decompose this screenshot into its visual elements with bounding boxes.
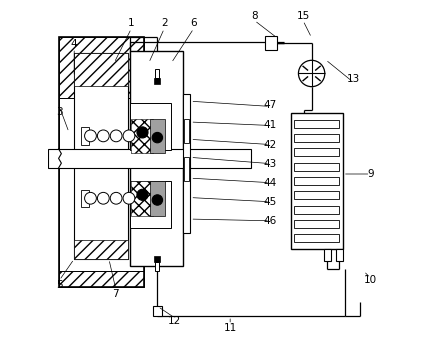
- Bar: [294, 163, 339, 171]
- Text: 9: 9: [367, 169, 374, 179]
- Bar: [155, 69, 159, 78]
- Text: 45: 45: [264, 197, 276, 207]
- Text: 44: 44: [264, 178, 276, 188]
- Bar: [294, 177, 339, 185]
- Bar: [48, 149, 251, 168]
- Text: 43: 43: [264, 159, 276, 168]
- Circle shape: [123, 192, 135, 204]
- Bar: [291, 113, 343, 248]
- Circle shape: [97, 192, 109, 204]
- Text: 5: 5: [56, 280, 62, 290]
- Circle shape: [110, 192, 122, 204]
- Text: 15: 15: [296, 11, 310, 21]
- Bar: [184, 119, 189, 143]
- Bar: [294, 134, 339, 142]
- Circle shape: [85, 192, 97, 204]
- Text: 8: 8: [251, 11, 258, 21]
- Bar: [294, 220, 339, 228]
- Bar: [151, 181, 165, 216]
- Text: 2: 2: [161, 18, 167, 28]
- Bar: [265, 36, 277, 50]
- Bar: [324, 248, 330, 261]
- Bar: [155, 262, 159, 271]
- Bar: [74, 53, 128, 86]
- Text: 41: 41: [264, 120, 276, 130]
- Text: 47: 47: [264, 100, 276, 110]
- Text: 46: 46: [264, 216, 276, 226]
- Bar: [183, 94, 190, 233]
- Circle shape: [97, 130, 109, 142]
- Bar: [131, 181, 153, 216]
- Bar: [184, 157, 189, 181]
- Bar: [151, 119, 165, 153]
- Bar: [294, 148, 339, 156]
- Bar: [130, 103, 171, 150]
- Bar: [81, 190, 89, 207]
- Text: 42: 42: [264, 140, 276, 150]
- Bar: [154, 78, 160, 84]
- Bar: [130, 51, 183, 266]
- Bar: [131, 119, 153, 153]
- Bar: [58, 37, 144, 98]
- Bar: [58, 98, 144, 271]
- Circle shape: [299, 60, 325, 87]
- Text: 11: 11: [224, 323, 237, 333]
- Text: 3: 3: [56, 106, 62, 117]
- Bar: [294, 191, 339, 199]
- Circle shape: [137, 189, 148, 200]
- Bar: [58, 37, 144, 287]
- Circle shape: [123, 130, 135, 142]
- Bar: [154, 256, 160, 262]
- Text: 1: 1: [128, 18, 135, 28]
- Bar: [58, 271, 144, 287]
- Text: 7: 7: [113, 288, 119, 299]
- Text: 6: 6: [190, 18, 197, 28]
- Circle shape: [85, 130, 97, 142]
- Bar: [153, 306, 162, 316]
- Bar: [74, 240, 128, 259]
- Circle shape: [110, 130, 122, 142]
- Circle shape: [152, 132, 163, 143]
- Text: 12: 12: [168, 316, 181, 326]
- Bar: [294, 120, 339, 128]
- Bar: [294, 206, 339, 214]
- Bar: [74, 53, 128, 259]
- Text: 13: 13: [346, 74, 360, 84]
- Circle shape: [152, 195, 163, 205]
- Bar: [294, 234, 339, 242]
- Text: 4: 4: [71, 39, 78, 49]
- Bar: [130, 181, 171, 228]
- Circle shape: [137, 127, 148, 138]
- Text: 10: 10: [364, 275, 377, 285]
- Bar: [336, 248, 343, 261]
- Bar: [81, 127, 89, 144]
